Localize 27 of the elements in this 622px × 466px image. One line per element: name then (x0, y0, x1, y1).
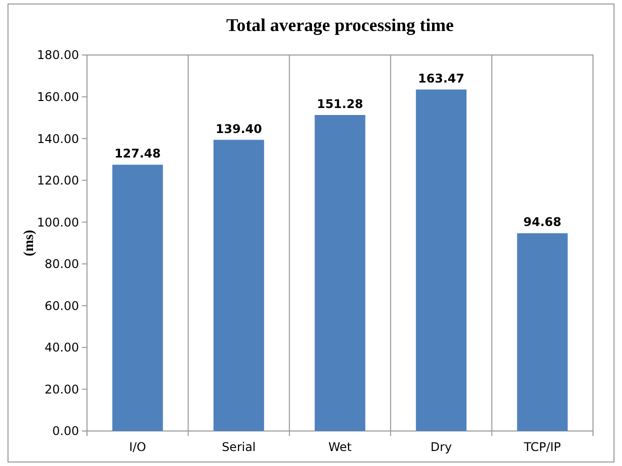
x-tick-label: TCP/IP (522, 440, 561, 454)
bar (214, 140, 264, 431)
x-tick-label: Wet (328, 440, 352, 454)
data-label: 94.68 (523, 215, 562, 230)
data-label: 127.48 (114, 146, 161, 161)
y-tick-label: 0.00 (52, 424, 79, 438)
bar (112, 164, 163, 431)
data-label: 151.28 (316, 96, 364, 111)
y-tick-label: 160.00 (37, 90, 79, 104)
x-tick-label: I/O (129, 440, 146, 454)
bar (416, 90, 466, 431)
data-label: 163.47 (418, 72, 464, 86)
y-axis-title: (ms) (22, 229, 37, 256)
y-tick-label: 140.00 (37, 132, 79, 146)
y-tick-label: 80.00 (44, 257, 79, 272)
y-tick-label: 20.00 (44, 382, 79, 396)
chart-title: Total average processing time (226, 15, 454, 35)
y-tick-label: 100.00 (37, 215, 79, 230)
bar (314, 114, 366, 431)
x-tick-label: Dry (430, 440, 452, 454)
bar (517, 233, 568, 431)
y-tick-label: 180.00 (37, 48, 79, 62)
y-tick-label: 60.00 (44, 298, 79, 313)
x-tick-label: Serial (222, 440, 256, 454)
y-tick-label: 40.00 (44, 340, 79, 355)
y-tick-label: 120.00 (37, 174, 79, 188)
data-label: 139.40 (216, 122, 262, 136)
